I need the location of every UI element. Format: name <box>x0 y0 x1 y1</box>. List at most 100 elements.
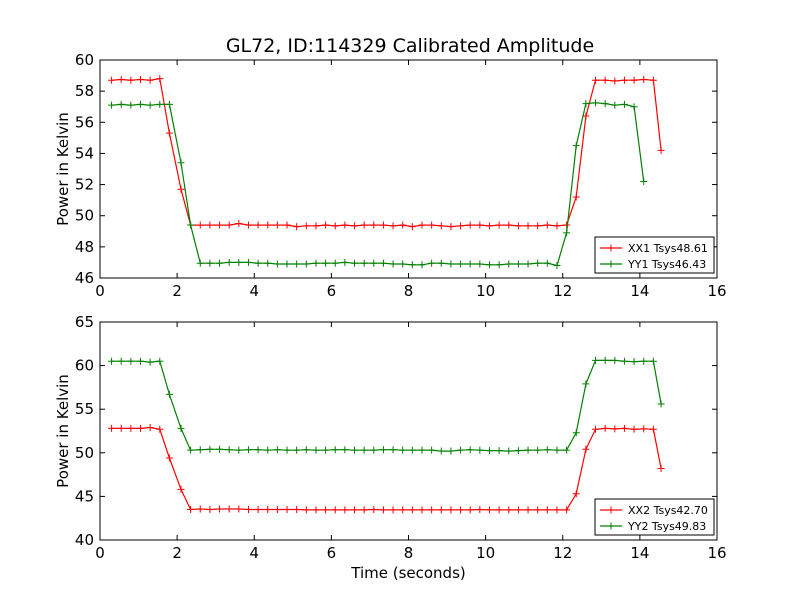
data-point <box>312 259 320 267</box>
data-point <box>524 446 532 454</box>
data-point <box>649 357 657 365</box>
data-point <box>127 101 135 109</box>
data-point <box>244 446 252 454</box>
data-point <box>302 260 310 268</box>
data-point <box>146 424 154 432</box>
data-point <box>457 446 465 454</box>
data-point <box>476 505 484 513</box>
data-point <box>273 221 281 229</box>
legend: XX1 Tsys48.61 YY1 Tsys46.43 <box>594 236 715 274</box>
data-point <box>592 425 600 433</box>
data-point <box>408 446 416 454</box>
data-point <box>543 446 551 454</box>
data-point <box>428 446 436 454</box>
data-point <box>389 260 397 268</box>
legend-entry-label: YY2 Tsys49.83 <box>627 520 706 533</box>
legend-entry-label: XX1 Tsys48.61 <box>628 242 708 255</box>
x-tick-label: 12 <box>553 544 572 562</box>
data-point <box>657 464 665 472</box>
data-point <box>611 77 619 85</box>
legend-swatch-marker <box>607 522 615 530</box>
data-point <box>312 222 320 230</box>
data-point <box>611 425 619 433</box>
data-point <box>146 358 154 366</box>
data-point <box>534 222 542 230</box>
data-point <box>264 221 272 229</box>
data-point <box>399 446 407 454</box>
data-point <box>117 75 125 83</box>
data-point <box>108 357 116 365</box>
data-point <box>379 259 387 267</box>
x-tick-label: 6 <box>327 282 337 300</box>
data-point <box>244 505 252 513</box>
data-point <box>601 356 609 364</box>
data-point <box>543 221 551 229</box>
data-point <box>563 506 571 514</box>
data-point <box>582 380 590 388</box>
data-point <box>216 221 224 229</box>
data-point <box>283 446 291 454</box>
data-point <box>177 424 185 432</box>
x-tick-label: 0 <box>95 544 105 562</box>
data-point <box>235 258 243 266</box>
data-point <box>370 446 378 454</box>
data-point <box>437 506 445 514</box>
data-point <box>379 221 387 229</box>
data-point <box>146 76 154 84</box>
data-point <box>408 506 416 514</box>
x-axis-label: Time (seconds) <box>350 564 466 582</box>
x-tick-label: 16 <box>707 282 726 300</box>
data-point <box>466 506 474 514</box>
data-point <box>514 260 522 268</box>
data-point <box>108 101 116 109</box>
data-point <box>293 260 301 268</box>
data-point <box>117 357 125 365</box>
data-point <box>341 258 349 266</box>
data-point <box>379 506 387 514</box>
data-point <box>389 446 397 454</box>
data-point <box>351 446 359 454</box>
y-tick-label: 48 <box>75 238 94 256</box>
data-point <box>601 100 609 108</box>
data-point <box>254 259 262 267</box>
data-point <box>418 506 426 514</box>
data-point <box>620 357 628 365</box>
legend-box <box>594 498 715 536</box>
y-tick-label: 60 <box>75 357 94 375</box>
data-point <box>630 76 638 84</box>
series-line <box>111 78 662 228</box>
data-point <box>127 76 135 84</box>
data-point <box>572 142 580 150</box>
x-tick-label: 10 <box>476 282 495 300</box>
chart-title: GL72, ID:114329 Calibrated Amplitude <box>226 35 594 57</box>
data-point <box>620 100 628 108</box>
data-point <box>447 447 455 455</box>
data-point <box>360 446 368 454</box>
data-point <box>156 357 164 365</box>
data-point <box>601 424 609 432</box>
data-point <box>582 100 590 108</box>
data-point <box>611 101 619 109</box>
legend-swatch-marker <box>607 506 615 514</box>
data-point <box>225 258 233 266</box>
data-point <box>351 222 359 230</box>
data-point <box>322 221 330 229</box>
data-point <box>447 260 455 268</box>
y-tick-label: 45 <box>75 487 94 505</box>
data-point <box>495 221 503 229</box>
data-point <box>466 446 474 454</box>
data-point <box>196 221 204 229</box>
data-point <box>408 223 416 231</box>
data-point <box>235 446 243 454</box>
x-tick-label: 14 <box>630 544 649 562</box>
data-point <box>156 100 164 108</box>
data-point <box>331 446 339 454</box>
data-point <box>156 75 164 83</box>
data-point <box>630 103 638 111</box>
data-point <box>408 261 416 269</box>
data-point <box>264 505 272 513</box>
data-point <box>572 429 580 437</box>
data-point <box>418 261 426 269</box>
data-point <box>495 261 503 269</box>
